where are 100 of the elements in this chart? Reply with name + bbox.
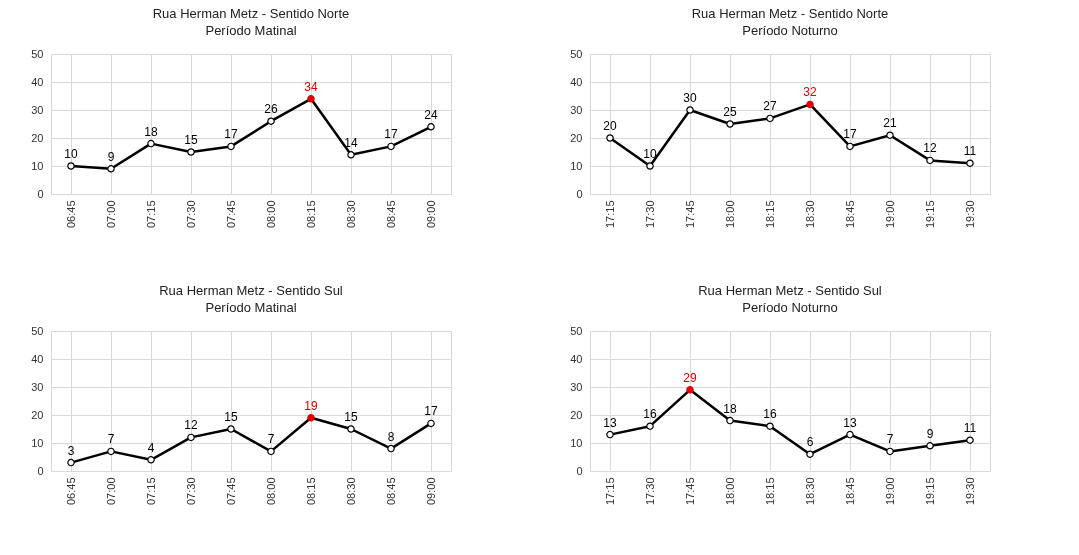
chart-title: Rua Herman Metz - Sentido Sul: [698, 283, 882, 298]
data-label: 17: [384, 127, 398, 142]
x-tick-label: 09:00: [424, 200, 437, 229]
data-label: 21: [883, 116, 897, 131]
point: [846, 142, 854, 151]
x-tick-label: 17:30: [643, 200, 656, 229]
x-tick-label: 18:00: [723, 477, 736, 506]
point: [347, 425, 355, 433]
data-label: 10: [64, 147, 78, 161]
point: [67, 458, 75, 467]
y-tick-label: 40: [570, 75, 583, 88]
y-tick-label: 30: [570, 380, 583, 393]
point: [107, 447, 115, 456]
x-tick-label: 18:30: [803, 200, 816, 229]
point: [227, 142, 235, 151]
data-label: 17: [843, 127, 857, 142]
x-tick-label: 07:45: [224, 200, 237, 229]
y-tick-label: 20: [570, 408, 583, 421]
data-label: 32: [803, 85, 817, 100]
x-tick-label: 08:30: [344, 200, 357, 229]
point: [966, 159, 974, 167]
y-tick-label: 20: [31, 131, 44, 144]
point: [686, 386, 694, 394]
x-tick-label: 07:15: [144, 477, 157, 506]
y-tick-label: 40: [570, 352, 583, 365]
chart-subtitle: Período Noturno: [742, 300, 838, 315]
data-label: 27: [763, 99, 777, 114]
x-tick-label: 08:15: [304, 200, 317, 229]
point: [307, 95, 315, 103]
data-label: 12: [923, 141, 937, 156]
y-tick-label: 0: [576, 187, 583, 200]
point: [806, 450, 814, 458]
chart-title: Rua Herman Metz - Sentido Norte: [152, 6, 350, 21]
x-tick-label: 18:15: [763, 200, 776, 229]
data-label: 4: [147, 440, 155, 455]
x-tick-label: 18:00: [723, 200, 736, 229]
x-tick-label: 07:00: [104, 200, 117, 229]
chart-title: Rua Herman Metz - Sentido Norte: [691, 6, 889, 21]
data-label: 7: [886, 432, 894, 447]
data-label: 7: [267, 432, 275, 447]
point: [886, 131, 894, 139]
point: [646, 422, 654, 430]
data-label: 25: [723, 105, 737, 119]
point: [187, 433, 195, 442]
y-tick-label: 10: [570, 436, 583, 449]
point: [267, 447, 275, 456]
point: [267, 117, 275, 125]
point: [606, 134, 614, 142]
point: [107, 165, 115, 173]
point: [806, 100, 814, 109]
y-tick-label: 30: [31, 380, 44, 393]
data-label: 14: [344, 135, 358, 150]
data-label: 15: [184, 133, 198, 147]
x-tick-label: 07:15: [144, 200, 157, 229]
chart-title: Rua Herman Metz - Sentido Sul: [159, 283, 343, 298]
y-tick-label: 0: [37, 187, 44, 200]
x-tick-label: 09:00: [424, 477, 437, 506]
data-label: 9: [926, 426, 934, 441]
x-tick-label: 17:45: [683, 200, 696, 229]
data-label: 8: [387, 429, 395, 444]
y-tick-label: 30: [570, 103, 583, 116]
data-label: 18: [144, 124, 158, 139]
point: [846, 430, 854, 439]
data-label: 20: [603, 119, 617, 133]
y-tick-label: 0: [576, 464, 583, 477]
data-label: 17: [424, 404, 438, 419]
x-tick-label: 19:00: [883, 200, 896, 229]
x-tick-label: 18:45: [843, 200, 856, 229]
y-tick-label: 40: [31, 352, 44, 365]
x-tick-label: 07:30: [184, 477, 197, 506]
data-label: 18: [723, 401, 737, 416]
data-label: 16: [763, 407, 777, 422]
chart-subtitle: Período Noturno: [742, 23, 838, 38]
y-tick-label: 50: [31, 324, 44, 337]
point: [427, 419, 435, 428]
x-tick-label: 07:30: [184, 200, 197, 229]
x-tick-label: 08:45: [384, 477, 397, 506]
point: [147, 139, 155, 148]
x-tick-label: 19:15: [923, 477, 936, 506]
data-label: 11: [963, 421, 977, 436]
y-tick-label: 50: [31, 47, 44, 60]
data-label: 15: [224, 410, 238, 424]
chart-subtitle: Período Matinal: [205, 23, 297, 38]
x-tick-label: 19:00: [883, 477, 896, 506]
x-tick-label: 08:30: [344, 477, 357, 506]
point: [966, 436, 974, 444]
x-tick-label: 08:45: [384, 200, 397, 229]
data-label: 29: [683, 370, 697, 385]
data-label: 12: [184, 418, 198, 433]
data-label: 17: [224, 127, 238, 142]
y-tick-label: 40: [31, 75, 44, 88]
x-tick-label: 17:30: [643, 477, 656, 506]
x-tick-label: 06:45: [64, 477, 77, 506]
data-label: 9: [107, 149, 115, 164]
y-tick-label: 50: [570, 324, 583, 337]
point: [766, 422, 774, 430]
data-label: 15: [344, 410, 358, 424]
y-tick-label: 0: [37, 464, 44, 477]
point: [387, 444, 395, 453]
point: [686, 106, 694, 114]
